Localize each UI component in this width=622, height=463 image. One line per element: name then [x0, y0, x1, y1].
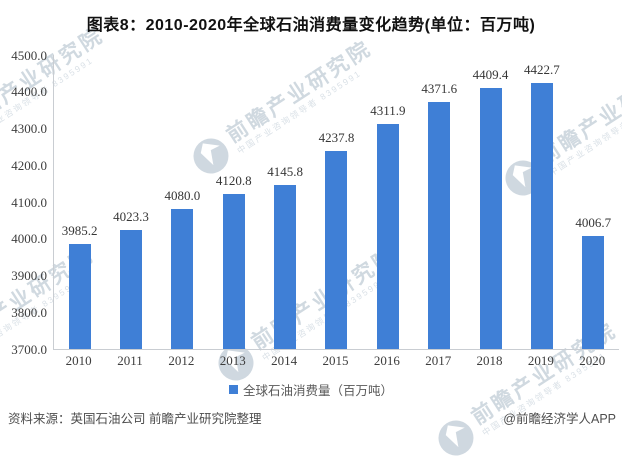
x-axis-label: 2018 [476, 353, 503, 368]
x-axis-label: 2014 [271, 353, 298, 368]
y-axis-tick-label: 4300.0 [11, 121, 47, 136]
y-axis-tick-label: 3900.0 [11, 268, 47, 283]
x-axis-label: 2012 [168, 353, 195, 368]
y-axis-tick-label: 4100.0 [11, 194, 47, 210]
x-axis-label: 2010 [65, 353, 92, 368]
bar-2017 [428, 102, 451, 349]
x-axis-label: 2016 [373, 353, 400, 368]
bar-2015 [325, 151, 348, 349]
chart-column: 4237.8 [311, 55, 362, 349]
bar-2018 [479, 88, 502, 349]
chart-column: 3985.2 [54, 55, 105, 349]
bar-2014 [274, 185, 297, 349]
bar-value-label: 3985.2 [61, 223, 98, 239]
bar-value-label: 4371.6 [421, 81, 458, 97]
y-axis-tick-label: 4500.0 [11, 47, 47, 63]
chart-column: 4409.4 [465, 55, 516, 349]
bar-value-label: 4409.4 [472, 67, 509, 83]
bar-value-label: 4422.7 [524, 62, 560, 78]
chart-column: 4311.9 [362, 55, 413, 349]
x-axis-label: 2019 [527, 353, 554, 368]
chart-column: 4422.7 [516, 55, 567, 349]
bar-value-label: 4006.7 [575, 215, 612, 231]
legend: 全球石油消费量（百万吨） [0, 380, 622, 399]
y-axis-tick-label: 4400.0 [11, 84, 47, 100]
y-axis-tick-label: 4200.0 [11, 157, 47, 173]
bar-2013 [222, 194, 245, 349]
legend-marker [228, 385, 238, 394]
source-note: 资料来源：英国石油公司 前瞻产业研究院整理 [8, 411, 262, 426]
bar-2011 [120, 230, 143, 349]
bar-value-label: 4120.8 [215, 173, 252, 189]
legend-label: 全球石油消费量（百万吨） [242, 384, 393, 398]
bar-2010 [68, 244, 91, 349]
chart-column: 4145.8 [259, 55, 310, 349]
x-axis-label: 2013 [219, 353, 246, 368]
chart-column: 4006.7 [568, 55, 619, 349]
chart-title: 图表8：2010-2020年全球石油消费量变化趋势(单位：百万吨) [86, 17, 536, 34]
y-axis-tick-label: 4000.0 [11, 231, 47, 247]
credit-note: @前瞻经济学人APP [503, 411, 616, 426]
footer: 资料来源：英国石油公司 前瞻产业研究院整理 @前瞻经济学人APP [0, 405, 622, 429]
chart-canvas: 前瞻产业研究院 中国产业咨询领导者 8395991 前瞻产业研究院 中国产业咨询领导者… [0, 17, 622, 456]
bar-value-label: 4237.8 [318, 130, 355, 146]
chart-column: 4371.6 [414, 55, 465, 349]
x-axis-label: 2011 [117, 353, 143, 368]
bar-value-label: 4145.8 [267, 164, 303, 180]
x-axis: 2010 2011 2012 2013 2014 2015 2016 2017 2018 2019… [53, 353, 618, 369]
bar-2020 [582, 236, 605, 349]
bar-2019 [530, 83, 553, 349]
y-axis-tick-label: 3700.0 [11, 341, 47, 357]
chart-column: 4023.3 [105, 55, 156, 349]
plot-area: 3985.2 4023.3 4080.0 4120.8 4145.8 4237.8 4311… [53, 55, 619, 350]
bar-value-label: 4023.3 [113, 209, 149, 225]
x-axis-label: 2017 [425, 353, 452, 368]
y-axis-tick-label: 3800.0 [11, 304, 47, 320]
bar-2012 [171, 209, 194, 349]
bar-2016 [376, 124, 399, 349]
bar-value-label: 4311.9 [370, 103, 406, 119]
chart-column: 4080.0 [157, 55, 208, 349]
bar-value-label: 4080.0 [164, 188, 201, 204]
x-axis-label: 2020 [579, 353, 606, 368]
x-axis-label: 2015 [322, 353, 349, 368]
chart-column: 4120.8 [208, 55, 259, 349]
